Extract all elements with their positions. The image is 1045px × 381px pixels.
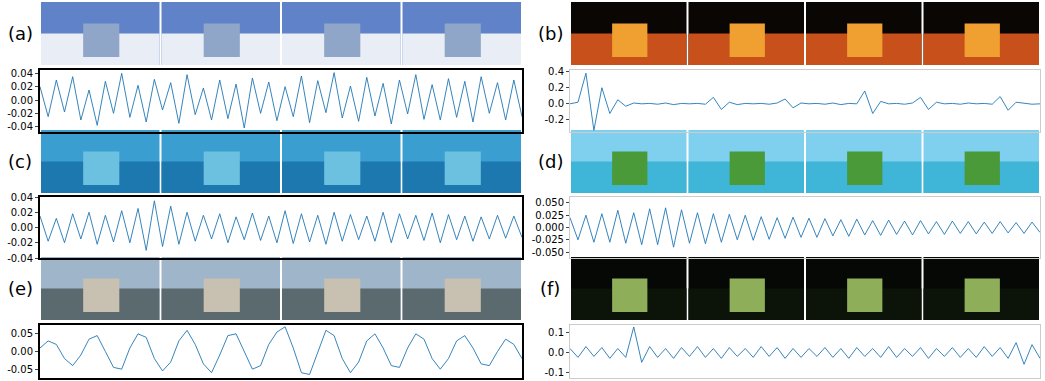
svg-text:0.0: 0.0 xyxy=(548,98,564,109)
svg-text:0.000: 0.000 xyxy=(535,222,564,233)
svg-text:(b): (b) xyxy=(538,23,563,44)
svg-text:-0.2: -0.2 xyxy=(544,114,564,125)
svg-text:0.0: 0.0 xyxy=(548,347,564,358)
svg-text:(c): (c) xyxy=(8,151,32,172)
svg-text:-0.02: -0.02 xyxy=(7,237,33,248)
svg-text:0.00: 0.00 xyxy=(11,95,33,106)
svg-text:0.04: 0.04 xyxy=(11,192,33,203)
svg-text:-0.1: -0.1 xyxy=(544,367,564,378)
svg-text:0.02: 0.02 xyxy=(11,81,33,92)
svg-text:-0.04: -0.04 xyxy=(7,121,33,132)
svg-text:0.05: 0.05 xyxy=(11,328,33,339)
svg-text:0.00: 0.00 xyxy=(11,222,33,233)
svg-text:-0.025: -0.025 xyxy=(532,234,564,245)
svg-text:-0.050: -0.050 xyxy=(532,247,564,258)
svg-text:0.02: 0.02 xyxy=(11,207,33,218)
svg-text:-0.04: -0.04 xyxy=(7,253,33,264)
svg-text:0.2: 0.2 xyxy=(548,82,564,93)
svg-text:0.04: 0.04 xyxy=(11,68,33,79)
svg-text:(d): (d) xyxy=(538,151,563,172)
svg-text:0.050: 0.050 xyxy=(535,197,564,208)
svg-text:0.00: 0.00 xyxy=(11,346,33,357)
svg-text:(a): (a) xyxy=(8,23,33,44)
svg-text:(f): (f) xyxy=(540,278,560,299)
svg-text:0.1: 0.1 xyxy=(548,327,564,338)
svg-text:0.025: 0.025 xyxy=(535,210,564,221)
svg-text:-0.02: -0.02 xyxy=(7,108,33,119)
svg-text:(e): (e) xyxy=(8,278,33,299)
svg-text:-0.05: -0.05 xyxy=(7,364,33,375)
svg-text:0.4: 0.4 xyxy=(548,66,564,77)
